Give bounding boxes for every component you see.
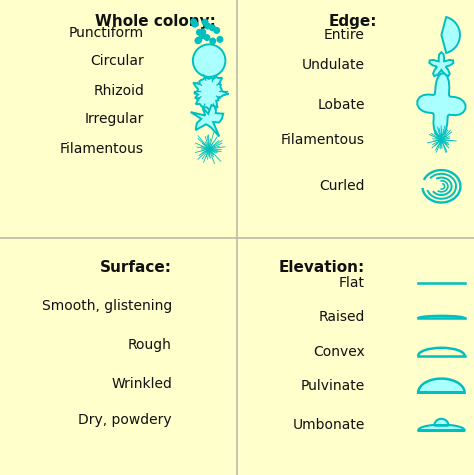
Text: Pulvinate: Pulvinate [301,379,365,393]
Polygon shape [429,52,454,76]
Circle shape [210,38,216,44]
Text: Surface:: Surface: [100,260,172,276]
Circle shape [210,25,215,30]
Text: Rhizoid: Rhizoid [93,84,144,98]
Polygon shape [434,419,448,425]
Circle shape [196,37,201,43]
Text: Curled: Curled [319,179,365,193]
Circle shape [197,29,202,35]
Text: Convex: Convex [313,345,365,359]
Circle shape [204,35,210,40]
Text: Dry, powdery: Dry, powdery [78,413,172,427]
Text: Wrinkled: Wrinkled [111,377,172,390]
Text: Umbonate: Umbonate [292,418,365,432]
Text: Circular: Circular [91,54,144,67]
Circle shape [195,38,201,44]
Wedge shape [441,17,460,53]
Circle shape [202,19,208,25]
Circle shape [191,19,196,25]
Circle shape [200,29,206,35]
Text: Irregular: Irregular [85,112,144,126]
Text: Edge:: Edge: [329,14,377,29]
Text: Raised: Raised [319,311,365,324]
Circle shape [192,21,198,27]
Circle shape [193,44,226,77]
Polygon shape [417,74,465,136]
Polygon shape [191,105,223,136]
Text: Elevation:: Elevation: [279,260,365,276]
Text: Lobate: Lobate [317,98,365,112]
Polygon shape [418,425,465,430]
Polygon shape [418,379,465,393]
Text: Entire: Entire [324,28,365,42]
Circle shape [214,28,219,33]
Text: Whole colony:: Whole colony: [95,14,216,29]
Circle shape [217,37,223,42]
Text: Filamentous: Filamentous [60,142,144,156]
Text: Filamentous: Filamentous [281,133,365,147]
Text: Flat: Flat [339,276,365,290]
Circle shape [205,23,210,29]
Text: Rough: Rough [128,338,172,352]
Circle shape [200,33,205,38]
Text: Punctiform: Punctiform [69,26,144,40]
Text: Undulate: Undulate [302,58,365,72]
Polygon shape [193,77,228,110]
Text: Smooth, glistening: Smooth, glistening [42,299,172,313]
